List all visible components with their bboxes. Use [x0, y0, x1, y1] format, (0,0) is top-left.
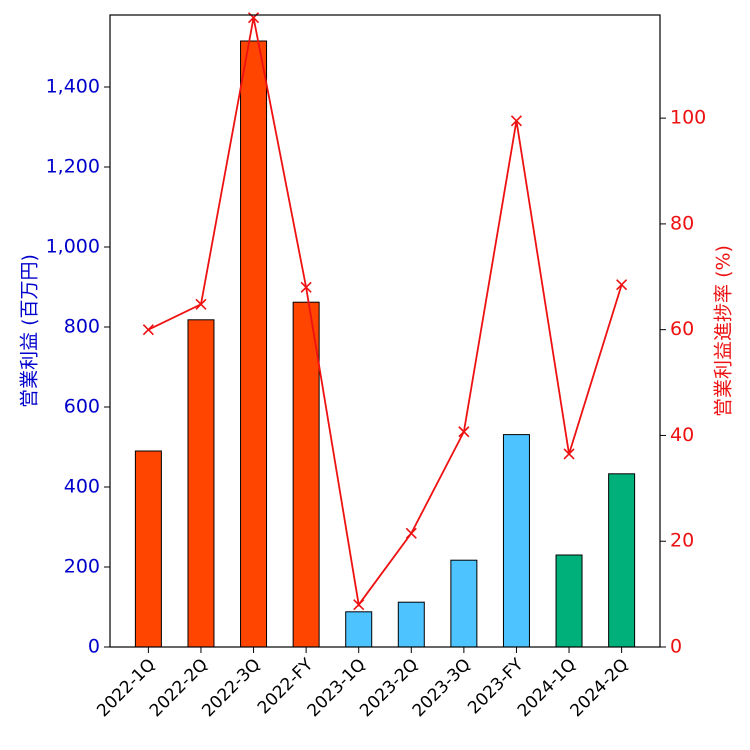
- progress-marker-2023-fy: [510, 115, 523, 127]
- y-tick-label: 400: [64, 476, 100, 498]
- bar-2023-2q: [397, 601, 425, 648]
- left-axis: 0 200 400 600 800 1,000 1,200 1,400: [46, 76, 110, 658]
- progress-marker-2022-1q: [142, 324, 154, 336]
- progress-line: [147, 17, 623, 607]
- right-axis: 0 20 40 60 80 100: [660, 107, 706, 658]
- y-tick-label: 0: [88, 636, 100, 658]
- y-tick-label: 200: [64, 556, 100, 578]
- y2-tick-label: 80: [670, 212, 694, 234]
- progress-marker-2024-2q: [616, 279, 628, 291]
- y2-axis-label: 営業利益進捗率 (%): [713, 245, 735, 417]
- y-tick-label: 1,400: [46, 76, 100, 98]
- bars-layer: [134, 40, 636, 648]
- y-tick-label: 800: [64, 316, 100, 338]
- bar-2024-1q: [555, 554, 583, 648]
- progress-marker-2023-3q: [458, 426, 470, 438]
- y-tick-label: 600: [64, 396, 100, 418]
- y2-tick-label: 100: [670, 107, 706, 129]
- bar-2022-3q: [240, 40, 268, 648]
- y-axis-label: 営業利益 (百万円): [19, 254, 41, 408]
- bar-2023-fy: [502, 434, 530, 648]
- bar-2022-fy: [292, 301, 320, 648]
- y2-tick-label: 20: [670, 530, 694, 552]
- progress-marker-2023-2q: [405, 527, 417, 539]
- progress-marker-2022-2q: [195, 298, 207, 310]
- plot-frame: [109, 14, 661, 648]
- bar-2024-2q: [608, 473, 636, 648]
- y-tick-label: 1,200: [46, 156, 100, 178]
- y2-tick-label: 60: [670, 318, 694, 340]
- y2-tick-label: 0: [670, 636, 682, 658]
- progress-marker-2022-fy: [300, 281, 312, 293]
- progress-line-layer: [142, 12, 628, 611]
- bar-2023-1q: [345, 611, 373, 648]
- progress-marker-2023-1q: [353, 599, 365, 611]
- bar-2022-1q: [134, 450, 162, 648]
- bar-2022-2q: [187, 319, 215, 648]
- y-tick-label: 1,000: [46, 236, 100, 258]
- progress-marker-2022-3q: [247, 12, 260, 24]
- progress-marker-2024-1q: [563, 448, 575, 460]
- bar-2023-3q: [450, 559, 478, 648]
- y2-tick-label: 40: [670, 424, 694, 446]
